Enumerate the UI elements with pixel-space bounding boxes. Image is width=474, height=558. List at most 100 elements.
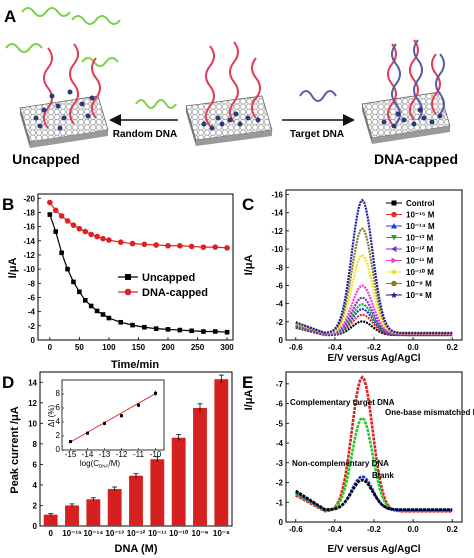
legend-marker — [391, 292, 397, 298]
y-tick-label: -8 — [276, 263, 284, 272]
inset-point — [69, 440, 72, 444]
y-tick-label: -12 — [271, 227, 283, 236]
legend-label: 10⁻¹⁵ M — [406, 211, 435, 220]
data-point-uncapped — [100, 312, 106, 317]
data-point-dna-capped — [141, 241, 148, 248]
inset-y-label: ΔI (%) — [47, 405, 56, 428]
data-point-dna-capped — [58, 213, 65, 219]
y-tick-label: -2 — [276, 318, 284, 327]
capped-substrate — [361, 91, 451, 144]
data-point-dna-capped — [52, 207, 59, 214]
data-point-dna-capped — [153, 242, 159, 248]
y-tick-label: -2 — [276, 479, 284, 488]
trapped-beads-center — [201, 111, 261, 131]
y-tick-label: -8 — [28, 279, 36, 288]
data-point-uncapped — [177, 327, 183, 333]
panel-b: B -20-18-16-14-12-10-8-6-4-20 0 50 100 150 2… — [2, 193, 234, 371]
y-tick-label: -16 — [271, 191, 283, 200]
panel-b-letter: B — [2, 195, 14, 214]
series-line — [295, 198, 453, 335]
x-tick-label: 10⁻¹¹ — [148, 529, 167, 538]
inset-x-tick-label: -11 — [133, 450, 145, 459]
legend-label: 10⁻¹² M — [406, 245, 434, 254]
data-point-uncapped — [165, 327, 171, 332]
data-point-dna-capped — [106, 237, 112, 243]
y-tick-label: -1 — [276, 498, 284, 507]
y-tick-label: 2 — [33, 501, 38, 510]
target-dna-strand — [299, 90, 337, 102]
legend-marker — [391, 235, 397, 241]
series-c — [295, 198, 453, 337]
bar — [65, 505, 79, 526]
y-axis-b: -20-18-16-14-12-10-8-6-4-20 — [23, 194, 41, 345]
legend-marker — [391, 269, 397, 275]
inset-points — [68, 390, 158, 444]
series-b — [47, 199, 230, 335]
legend-c: Control 10⁻¹⁵ M 10⁻¹⁴ M 10⁻¹³ M 10⁻¹² M 10⁻¹¹… — [386, 199, 435, 300]
data-point-uncapped — [77, 289, 82, 295]
data-point-uncapped — [71, 279, 76, 285]
random-dna-strands — [5, 7, 177, 109]
inset-d: 0 2 4 6 8 -15 -14 -13 -12 -11 -10 ΔI (%) log(CDNA… — [47, 379, 165, 469]
y-tick-label: -4 — [276, 439, 284, 448]
y-axis-label-b: I/μA — [7, 258, 19, 279]
data-point-dna-capped — [76, 225, 83, 232]
inset-point — [137, 403, 140, 407]
y-tick-label: -6 — [276, 400, 284, 409]
series-line-dna-capped — [49, 202, 228, 249]
data-point-dna-capped — [82, 228, 89, 235]
y-tick-label: -14 — [23, 237, 35, 246]
y-tick-label: -4 — [276, 300, 284, 309]
hybridized-target-strands — [391, 39, 445, 125]
y-tick-label: -4 — [28, 308, 36, 317]
x-tick-label: 0.2 — [447, 343, 459, 352]
target-dna-label: Target DNA — [290, 129, 344, 140]
data-point-uncapped — [59, 250, 64, 256]
bar — [129, 475, 143, 526]
legend-label-uncapped: Uncapped — [142, 272, 195, 284]
inset-x-label: log(CDNA/M) — [80, 459, 121, 469]
x-tick-label: -0.4 — [328, 525, 342, 534]
x-tick-label: 0.0 — [408, 343, 420, 352]
x-axis-c: -0.6 -0.4 -0.2 0.0 0.2 — [289, 337, 458, 352]
y-tick-label: 0 — [33, 522, 38, 531]
data-point-dna-capped — [100, 235, 106, 242]
y-tick-label: -7 — [276, 380, 284, 389]
label-one-base-mismatch: One-base mismatched DNA — [385, 408, 474, 417]
inset-x-tick-label: -12 — [116, 450, 128, 459]
panel-e-letter: E — [242, 373, 253, 392]
data-point-uncapped — [47, 212, 53, 217]
panel-e: E 0 -1 -2 -3 -4 -5 -6 -7 -0.6 -0.4 -0.2 0.0 0.2 Com… — [242, 371, 474, 555]
legend-label: 10⁻¹¹ M — [406, 257, 434, 266]
dna-capped-label: DNA-capped — [374, 151, 458, 167]
inset-point — [103, 421, 106, 425]
data-point-dna-capped — [117, 239, 124, 245]
inset-x-axis: -15 -14 -13 -12 -11 -10 — [65, 448, 162, 459]
data-point-dna-capped — [200, 244, 207, 250]
bar — [107, 489, 122, 526]
inset-x-tick-label: -10 — [150, 450, 162, 459]
legend-label-dna-capped: DNA-capped — [142, 287, 208, 299]
x-tick-label: 10⁻¹⁰ — [169, 529, 189, 538]
y-tick-label: -20 — [23, 194, 35, 203]
y-axis-d: 0 2 4 6 8 10 12 14 — [28, 378, 43, 531]
x-tick-label: 150 — [132, 343, 146, 352]
probe-dna-strands — [43, 39, 441, 129]
data-point-dna-capped — [94, 233, 100, 240]
data-point-uncapped — [94, 308, 100, 314]
legend-marker — [391, 211, 397, 218]
bar — [171, 437, 186, 526]
plot-frame-b — [37, 193, 234, 341]
x-tick-label: 10⁻¹² — [127, 529, 146, 538]
x-tick-label: -0.2 — [367, 525, 381, 534]
y-axis-e: 0 -1 -2 -3 -4 -5 -6 -7 — [276, 380, 289, 527]
y-tick-label: 12 — [28, 399, 37, 408]
data-point-dna-capped — [165, 242, 171, 249]
inset-y-tick-label: 2 — [56, 431, 61, 440]
y-tick-label: 0 — [31, 336, 36, 345]
uncapped-label: Uncapped — [12, 151, 80, 167]
bar — [150, 459, 165, 526]
y-tick-label: -2 — [28, 322, 36, 331]
x-tick-label: 0.0 — [408, 525, 420, 534]
legend-label: 10⁻¹⁴ M — [406, 222, 435, 231]
